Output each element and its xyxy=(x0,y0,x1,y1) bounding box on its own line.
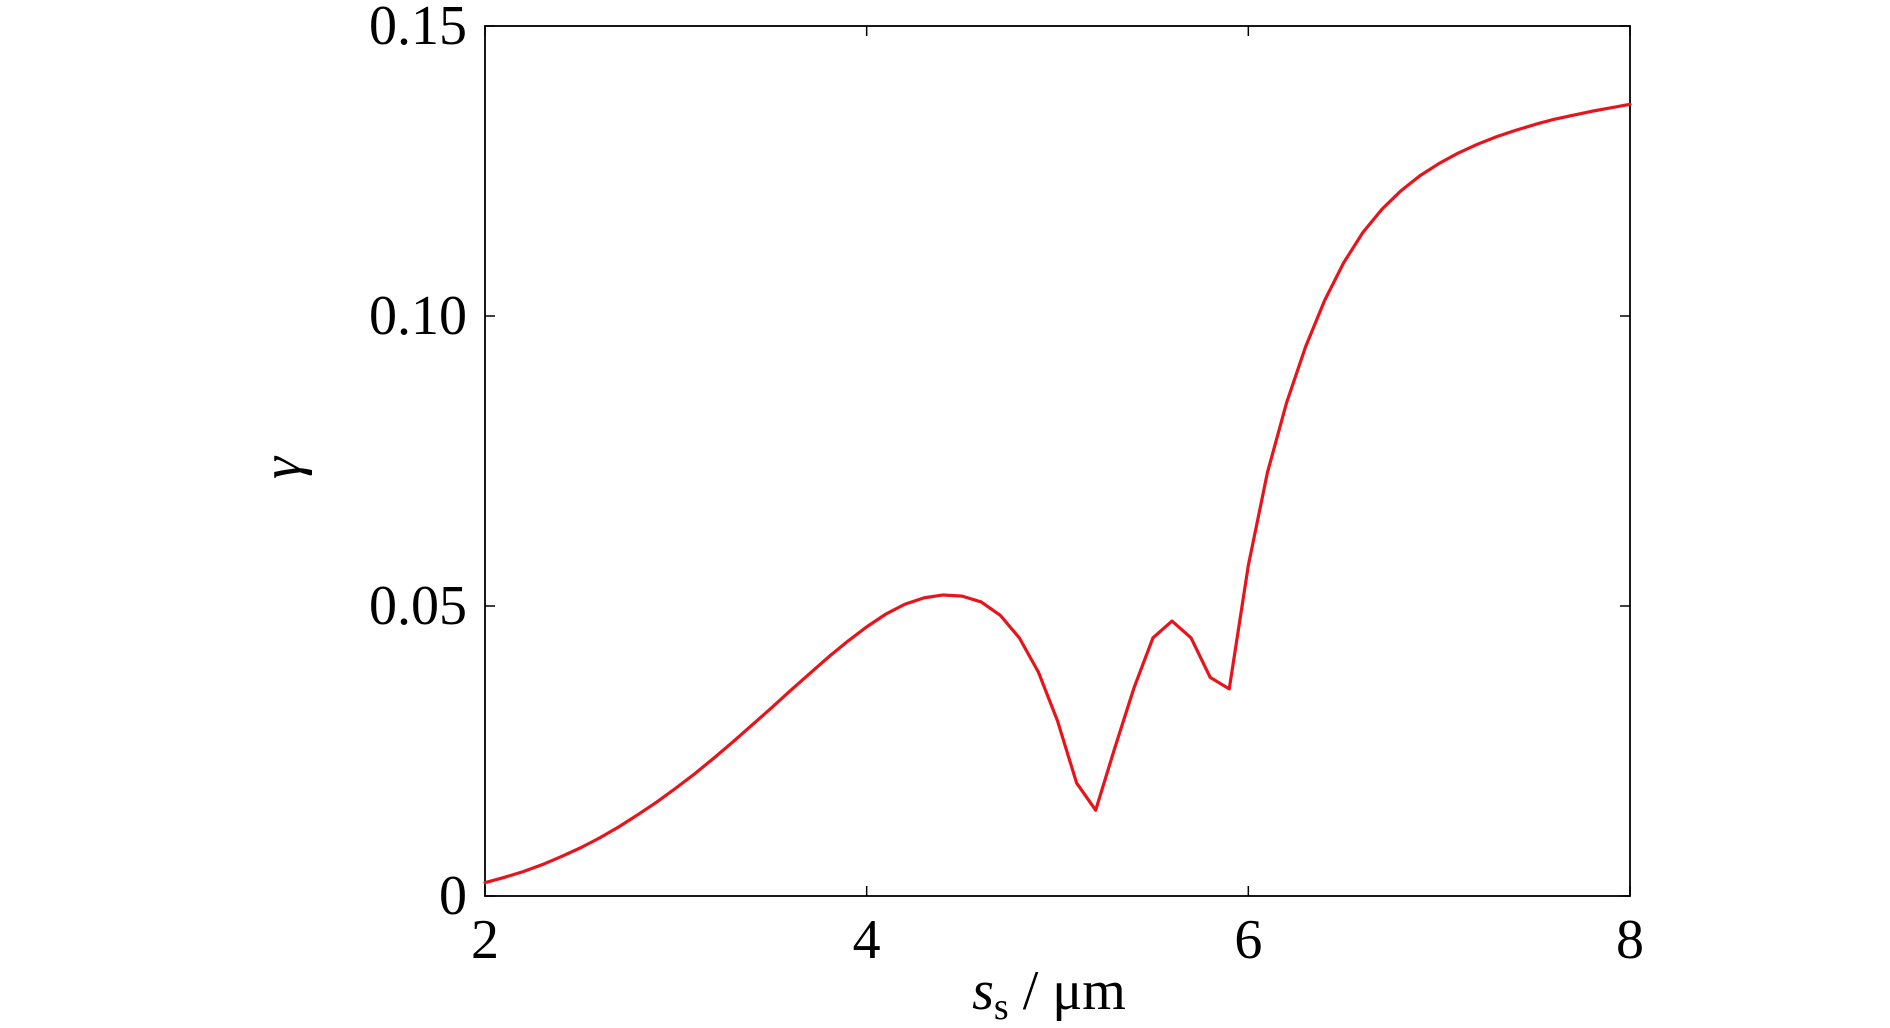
x-tick-label: 6 xyxy=(1234,909,1262,971)
y-tick-label: 0.05 xyxy=(369,575,467,637)
y-tick-label: 0.10 xyxy=(369,285,467,347)
y-tick-label: 0 xyxy=(439,865,467,927)
x-tick-label: 2 xyxy=(471,909,499,971)
y-axis-label: γ xyxy=(251,455,313,479)
axis-ticks: 2 4 6 8 0 0.05 0.10 0.15 xyxy=(369,0,1644,971)
y-tick-label: 0.15 xyxy=(369,0,467,57)
x-tick-label: 4 xyxy=(853,909,881,971)
x-axis-subscript: s xyxy=(994,986,1009,1028)
x-axis-symbol: s xyxy=(972,960,994,1022)
plot-frame xyxy=(484,25,1631,897)
y-axis-symbol: γ xyxy=(251,455,313,479)
plot-area xyxy=(483,25,1632,897)
x-tick-label: 8 xyxy=(1616,909,1644,971)
x-axis-unit: / μm xyxy=(1009,960,1126,1022)
series-line xyxy=(483,102,1632,885)
x-axis-label: ss / μm xyxy=(972,960,1126,1028)
